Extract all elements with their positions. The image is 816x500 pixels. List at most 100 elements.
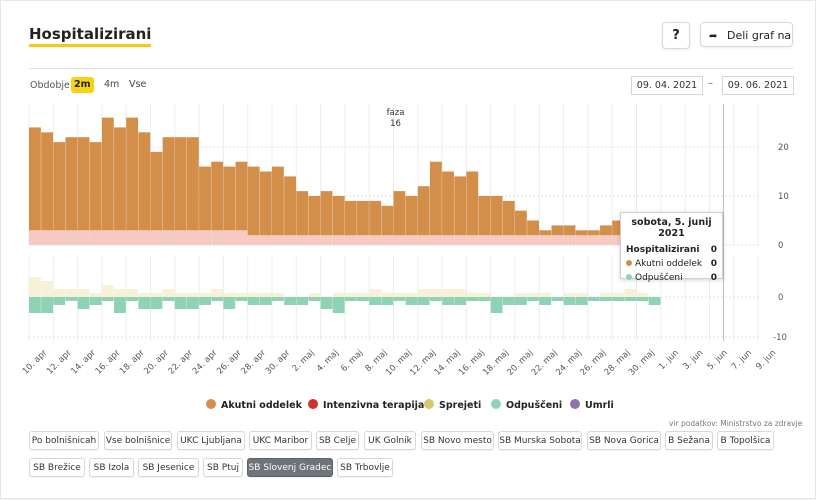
bar-admitted xyxy=(357,293,369,297)
hospital-button-sb-ptuj[interactable]: SB Ptuj xyxy=(203,458,243,477)
legend-item-acute[interactable]: Akutni oddelek xyxy=(206,399,302,413)
bar-admitted xyxy=(247,293,260,297)
bar-discharged xyxy=(272,297,284,301)
bar-discharged xyxy=(126,297,139,301)
bar-icu xyxy=(114,230,127,245)
legend-label-admitted: Sprejeti xyxy=(439,400,482,411)
hospital-button-sb-jesenice[interactable]: SB Jesenice xyxy=(138,458,199,477)
bar-discharged xyxy=(539,297,552,305)
bar-acute xyxy=(527,220,539,236)
legend-item-deceased[interactable]: Umrli xyxy=(570,399,614,413)
bar-admitted xyxy=(466,293,479,297)
bar-icu xyxy=(259,235,272,245)
legend-item-discharged[interactable]: Odpuščeni xyxy=(491,399,562,413)
help-button[interactable]: ? xyxy=(662,22,690,49)
hospital-button-b-sezana[interactable]: B Sežana xyxy=(665,431,713,450)
bar-acute xyxy=(138,132,151,231)
date-to-input[interactable]: 09. 06. 2021 xyxy=(722,76,794,95)
hospital-button-sb-celje[interactable]: SB Celje xyxy=(316,431,359,450)
bar-acute xyxy=(41,132,53,231)
bar-discharged xyxy=(478,297,491,301)
bar-icu xyxy=(344,235,358,245)
bar-discharged xyxy=(466,297,479,301)
bar-admitted xyxy=(29,277,41,297)
hospital-button-sb-novo-mesto[interactable]: SB Novo mesto xyxy=(421,431,494,450)
share-button[interactable]: ➦ Deli graf na xyxy=(700,22,793,47)
hospital-button-b-topolsica[interactable]: B Topolšica xyxy=(717,431,774,450)
legend-swatch-discharged xyxy=(491,399,501,409)
hospital-button-ukc-ljubljana[interactable]: UKC Ljubljana xyxy=(177,431,245,450)
bar-acute xyxy=(563,225,576,236)
bar-admitted xyxy=(429,289,442,297)
bar-acute xyxy=(126,117,139,231)
x-tick-label: 10. apr xyxy=(21,348,50,377)
period-all-button[interactable]: Vse xyxy=(129,79,147,90)
hospital-button-sb-brezice[interactable]: SB Brežice xyxy=(29,458,85,477)
bar-admitted xyxy=(272,293,284,297)
bar-icu xyxy=(442,235,455,245)
hospital-button-sb-nova-gorica[interactable]: SB Nova Gorica xyxy=(587,431,661,450)
bar-discharged xyxy=(223,297,236,309)
bar-icu xyxy=(600,235,613,245)
bar-acute xyxy=(235,161,248,231)
hospital-button-sb-slovenj-gradec[interactable]: SB Slovenj Gradec xyxy=(247,458,333,477)
bar-acute xyxy=(89,142,102,231)
bar-discharged xyxy=(563,297,576,305)
bar-acute xyxy=(29,127,41,231)
bar-icu xyxy=(381,235,394,245)
header-divider xyxy=(29,68,794,69)
hospital-button-by-hospital[interactable]: Po bolnišnicah xyxy=(29,431,99,450)
x-tick-label: 26. apr xyxy=(215,348,244,377)
period-4m-button[interactable]: 4m xyxy=(104,79,120,90)
tooltip-discharged-value: 0 xyxy=(710,273,717,283)
hospital-button-sb-trbovlje[interactable]: SB Trbovlje xyxy=(337,458,393,477)
bar-admitted xyxy=(369,289,382,297)
period-2m-button[interactable]: 2m xyxy=(71,77,94,93)
x-tick-label: 24. maj xyxy=(554,348,584,378)
bar-discharged xyxy=(357,297,369,301)
bar-icu xyxy=(393,235,406,245)
bar-icu xyxy=(211,230,224,245)
bar-icu xyxy=(320,235,333,245)
x-tick-label: 28. maj xyxy=(603,348,633,378)
bar-acute xyxy=(442,171,454,236)
x-tick-label: 5. jun xyxy=(706,348,730,372)
x-tick-label: 20. apr xyxy=(142,348,171,377)
bar-discharged xyxy=(114,297,126,313)
bar-icu xyxy=(138,230,151,245)
bar-acute xyxy=(223,166,236,231)
x-tick-label: 16. maj xyxy=(457,348,487,378)
bar-admitted xyxy=(624,289,637,297)
legend-item-icu[interactable]: Intenzivna terapija xyxy=(308,399,424,413)
bar-discharged xyxy=(77,297,90,309)
bar-discharged xyxy=(89,297,102,305)
hospital-button-sb-murska-sobota[interactable]: SB Murska Sobota xyxy=(498,431,582,450)
bar-discharged xyxy=(405,297,418,305)
bar-acute xyxy=(211,161,224,231)
hospital-button-ukc-maribor[interactable]: UKC Maribor xyxy=(249,431,312,450)
bar-icu xyxy=(89,230,102,245)
legend-label-discharged: Odpuščeni xyxy=(506,400,563,411)
hospital-button-sb-izola[interactable]: SB Izola xyxy=(89,458,134,477)
bar-admitted xyxy=(636,293,649,297)
bar-discharged xyxy=(624,297,637,301)
hospital-button-all[interactable]: Vse bolnišnice xyxy=(104,431,172,450)
bar-acute xyxy=(429,161,442,236)
bar-acute xyxy=(600,225,612,236)
y-tick-bottom: -10 xyxy=(773,333,787,343)
bar-discharged xyxy=(174,297,187,309)
bar-icu xyxy=(527,235,540,245)
legend-item-admitted[interactable]: Sprejeti xyxy=(424,399,481,413)
bar-admitted xyxy=(600,293,612,297)
period-label: Obdobje xyxy=(30,80,70,91)
bar-discharged xyxy=(636,297,649,301)
bar-acute xyxy=(587,230,600,236)
tooltip-acute-label: Akutni oddelek xyxy=(635,259,703,269)
date-from-input[interactable]: 09. 04. 2021 xyxy=(631,76,703,95)
hospital-button-uk-golnik[interactable]: UK Golnik xyxy=(364,431,416,450)
bar-icu xyxy=(490,235,503,245)
chart-title: Hospitalizirani xyxy=(29,25,152,47)
bar-discharged xyxy=(308,297,321,301)
tooltip-acute-value: 0 xyxy=(710,259,717,269)
x-tick-label: 24. apr xyxy=(191,348,220,377)
